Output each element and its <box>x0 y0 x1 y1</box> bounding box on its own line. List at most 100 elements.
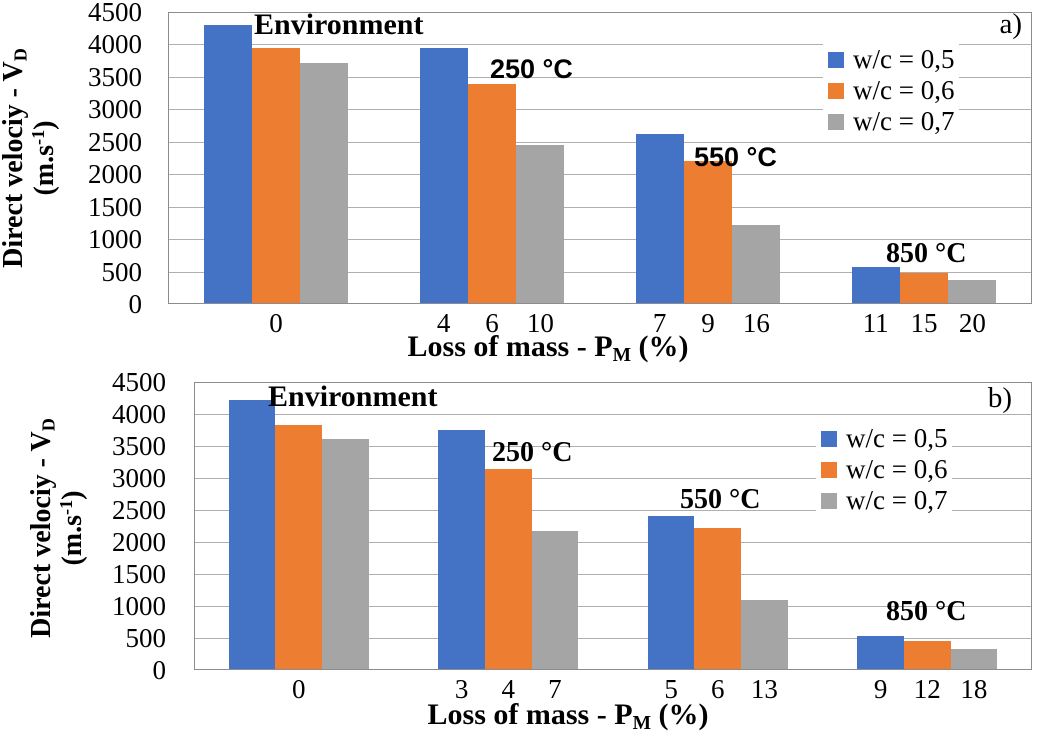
y-tick-label: 4500 <box>112 367 166 397</box>
y-tick-label: 3500 <box>112 431 166 461</box>
gridline <box>169 271 1031 273</box>
bar-wc06-550-°c <box>694 527 742 669</box>
legend: w/c = 0,5 w/c = 0,6 w/c = 0,7 <box>823 43 960 138</box>
group-annotation: 550 °C <box>680 484 761 515</box>
legend-item: w/c = 0,6 <box>828 75 954 106</box>
bar-wc06-environment <box>251 48 301 303</box>
legend-swatch-icon <box>821 492 837 509</box>
chart-panel-b: Direct velociy - VD (m.s-1) b) Environme… <box>0 368 1040 736</box>
bar-wc06-850-°c <box>899 272 949 303</box>
bar-wc07-850-°c <box>948 279 997 303</box>
bar-wc06-850-°c <box>903 640 951 669</box>
bar-wc05-550-°c <box>635 134 684 303</box>
y-tick-label: 2000 <box>112 527 166 557</box>
legend-swatch-icon <box>821 430 837 447</box>
group-annotation: Environment <box>254 8 424 41</box>
y-tick-label: 4000 <box>112 399 166 429</box>
bar-wc06-environment <box>275 425 323 669</box>
legend-item: w/c = 0,7 <box>821 485 947 516</box>
gridline <box>195 510 1031 511</box>
bar-wc07-250-°c <box>531 530 579 669</box>
y-tick-label: 500 <box>125 623 167 653</box>
plot-border <box>194 382 195 670</box>
bar-wc07-250-°c <box>516 145 565 303</box>
plot-border <box>168 12 1032 13</box>
x-axis-title: Loss of mass - PM (%) <box>427 698 709 734</box>
x-tick-label: 18 <box>960 674 988 704</box>
gridline <box>195 574 1031 575</box>
gridline <box>169 141 1031 143</box>
bar-wc07-environment <box>300 62 349 303</box>
legend-swatch-icon <box>828 51 844 68</box>
y-tick-label: 1000 <box>112 591 166 621</box>
y-tick-label: 4500 <box>88 0 142 27</box>
y-tick-label: 2500 <box>112 495 166 525</box>
x-tick-label: 9 <box>873 674 888 704</box>
group-annotation: 850 °C <box>886 238 967 269</box>
bar-wc06-250-°c <box>484 469 532 669</box>
plot-border <box>194 669 1032 670</box>
legend-item: w/c = 0,6 <box>821 454 947 485</box>
x-tick-label: 11 <box>862 308 889 338</box>
gridline <box>195 478 1031 479</box>
legend-label: w/c = 0,7 <box>853 106 955 136</box>
legend-label: w/c = 0,5 <box>853 44 955 74</box>
gridline <box>195 414 1031 415</box>
x-tick-label: 4 <box>501 674 515 704</box>
legend: w/c = 0,5 w/c = 0,6 w/c = 0,7 <box>816 422 953 517</box>
legend-item: w/c = 0,7 <box>828 106 954 137</box>
plot-area-a: a) Environment 0 250 °C 4 6 10 550 °C 7 9 16 850 °… <box>168 8 1032 338</box>
gridline <box>195 542 1031 543</box>
y-tick-label: 4000 <box>88 29 142 60</box>
plot-border <box>1031 12 1032 304</box>
bar-wc05-environment <box>228 400 276 669</box>
gridline <box>195 446 1031 447</box>
group-annotation: 250 °C <box>490 54 573 84</box>
gridline <box>169 76 1031 78</box>
bar-wc05-850-°c <box>851 266 900 303</box>
y-tick-label: 2500 <box>88 126 142 157</box>
bar-wc07-550-°c <box>741 599 788 669</box>
bar-wc06-250-°c <box>467 84 517 303</box>
plot-border <box>194 382 1032 383</box>
x-tick-label: 6 <box>485 308 499 338</box>
legend-label: w/c = 0,6 <box>846 454 948 484</box>
legend-item: w/c = 0,5 <box>821 423 947 454</box>
legend-swatch-icon <box>828 113 844 130</box>
y-tick-label: 1500 <box>88 191 142 222</box>
group-annotation: 550 °C <box>694 142 777 172</box>
y-tick-label: 500 <box>101 256 143 287</box>
x-axis-title: Loss of mass - PM (%) <box>407 330 689 366</box>
plot-border <box>1031 382 1032 670</box>
x-tick-label: 6 <box>710 674 725 704</box>
x-tick-label: 3 <box>454 674 469 704</box>
legend-swatch-icon <box>828 82 844 99</box>
group-annotation: 850 °C <box>886 596 967 627</box>
bar-wc07-550-°c <box>732 225 781 303</box>
x-tick-label: 5 <box>664 674 678 704</box>
gridline <box>169 174 1031 176</box>
bar-wc06-550-°c <box>683 160 733 303</box>
x-tick-label: 4 <box>436 308 451 338</box>
plot-border <box>168 303 1032 304</box>
x-tick-label: 0 <box>269 308 283 338</box>
legend-label: w/c = 0,7 <box>846 485 948 515</box>
gridline <box>195 638 1031 639</box>
legend-label: w/c = 0,5 <box>846 423 948 453</box>
x-tick-label: 13 <box>750 674 778 704</box>
gridline <box>169 109 1031 111</box>
chart-panel-a: Direct velociy - VD (m.s-1) a) Environme… <box>0 0 1032 366</box>
y-tick-label: 0 <box>152 655 167 685</box>
y-tick-label: 3500 <box>88 61 142 92</box>
legend-label: w/c = 0,6 <box>853 75 955 105</box>
x-tick-label: 7 <box>652 308 667 338</box>
bar-wc05-environment <box>203 25 252 303</box>
bar-wc05-850-°c <box>857 635 904 669</box>
bar-wc05-250-°c <box>419 48 468 303</box>
plot-area-b: b) Environment 0 250 °C 3 4 7 550 °C 5 6 13 850 °C… <box>194 380 1032 704</box>
y-tick-label: 0 <box>128 289 143 319</box>
x-tick-label: 10 <box>526 308 554 338</box>
gridline <box>169 44 1031 46</box>
group-annotation: Environment <box>268 380 438 413</box>
x-tick-label: 9 <box>701 308 715 338</box>
